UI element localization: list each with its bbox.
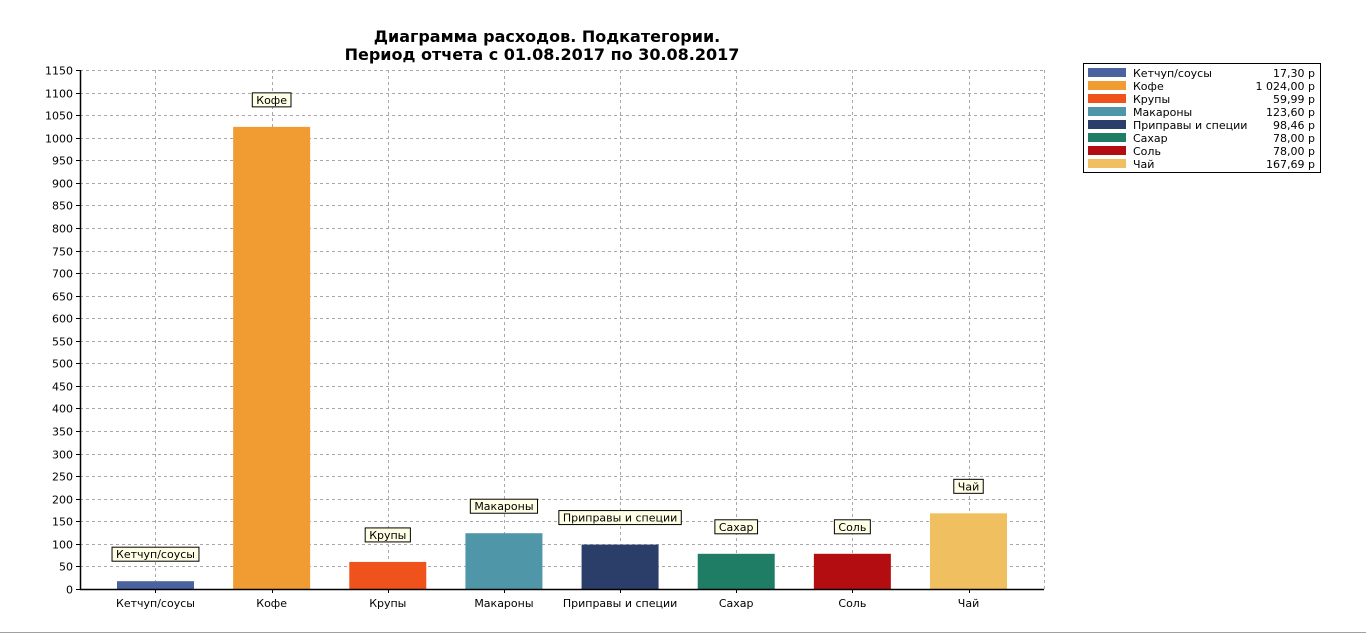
bar-data-label-box [251,92,292,108]
legend-swatch [1088,120,1126,129]
bar-data-label-box [833,519,871,535]
y-tick-label: 550 [52,336,73,349]
legend-swatch [1088,107,1126,116]
legend-entry-label: Сахар [1133,132,1168,145]
y-tick-label: 450 [52,381,73,394]
bar-data-label-box [953,478,984,494]
legend-entry-label: Макароны [1133,106,1192,119]
bar-data-label: Приправы и специи [563,512,677,525]
legend-swatch [1088,68,1126,77]
bar-data-label-box [364,527,411,543]
x-tick-label: Приправы и специи [563,597,677,610]
legend-swatch [1088,94,1126,103]
bar [233,126,311,589]
bar [581,544,659,589]
legend-entry-value: 167,69 р [1266,158,1315,171]
bar [349,561,427,589]
legend-swatch [1088,146,1126,155]
x-tick-label: Кетчуп/соусы [116,597,195,610]
y-tick-label: 700 [52,268,73,281]
y-tick-label: 900 [52,178,73,191]
legend: Кетчуп/соусы 17,30 р Кофе 1 024,00 р Крупы 59… [1083,63,1321,173]
legend-entry-label: Соль [1133,145,1161,158]
bar-data-label: Макароны [474,500,533,513]
bar-data-label-box [469,498,539,514]
bar [465,533,543,589]
y-tick-label: 1150 [45,65,73,78]
legend-entry-label: Кофе [1133,80,1164,93]
y-tick-label: 100 [52,539,73,552]
bar-data-label: Кетчуп/соусы [116,548,195,561]
legend-entry-label: Крупы [1133,93,1170,106]
bar-data-label: Сахар [719,521,754,534]
bar-data-label-box [558,510,682,526]
x-tick-label: Чай [958,597,979,610]
window-bottom-border [0,632,1366,633]
x-tick-label: Кофе [256,597,287,610]
bar-data-label-box [714,519,759,535]
y-tick-label: 50 [59,561,73,574]
legend-entry-label: Чай [1133,158,1154,171]
y-tick-label: 750 [52,246,73,259]
grid [80,70,1045,589]
y-tick-label: 800 [52,223,73,236]
legend-entry-value: 123,60 р [1266,106,1315,119]
x-tick-label: Сахар [719,597,754,610]
y-tick-label: 600 [52,313,73,326]
y-tick-label: 200 [52,494,73,507]
legend-entry-value: 78,00 р [1273,145,1315,158]
y-tick-label: 0 [66,584,73,597]
bar-data-label: Соль [838,521,866,534]
bar-data-label: Кофе [256,94,287,107]
y-tick-label: 300 [52,449,73,462]
bar-data-label-box [111,546,200,562]
bar-labels: Кетчуп/соусы Кофе Крупы Макароны Приправы и … [111,92,984,562]
bar-data-label: Крупы [369,529,406,542]
y-tick-label: 1050 [45,110,73,123]
chart-title: Диаграмма расходов. Подкатегории. [374,27,721,46]
y-tick-label: 850 [52,200,73,213]
x-tick-label: Макароны [474,597,533,610]
legend-entry-value: 78,00 р [1273,132,1315,145]
bar [116,581,194,589]
axes: 0 50 100 150 200 250 300 350 400 450 500 550 600 650 7… [45,65,1044,610]
legend-entry-label: Приправы и специи [1133,119,1247,132]
legend-swatch [1088,133,1126,142]
legend-entry-value: 17,30 р [1273,67,1315,80]
legend-entry-value: 98,46 р [1273,119,1315,132]
legend-swatch [1088,159,1126,168]
y-tick-label: 950 [52,155,73,168]
bar [813,553,891,589]
legend-entry-value: 59,99 р [1273,93,1315,106]
x-tick-label: Соль [838,597,866,610]
y-tick-label: 1100 [45,88,73,101]
legend-entry-value: 1 024,00 р [1256,80,1315,93]
bar-data-label: Чай [958,480,979,493]
y-tick-label: 1000 [45,133,73,146]
x-tick-label: Крупы [369,597,406,610]
bars [116,126,1008,589]
y-tick-label: 350 [52,426,73,439]
legend-swatch [1088,81,1126,90]
y-tick-label: 500 [52,358,73,371]
y-tick-label: 650 [52,291,73,304]
chart-subtitle: Период отчета с 01.08.2017 по 30.08.2017 [345,45,740,64]
legend-entry-label: Кетчуп/соусы [1133,67,1212,80]
y-tick-label: 250 [52,471,73,484]
y-tick-label: 400 [52,403,73,416]
bar [930,513,1008,589]
y-tick-label: 150 [52,516,73,529]
bar [697,553,775,589]
